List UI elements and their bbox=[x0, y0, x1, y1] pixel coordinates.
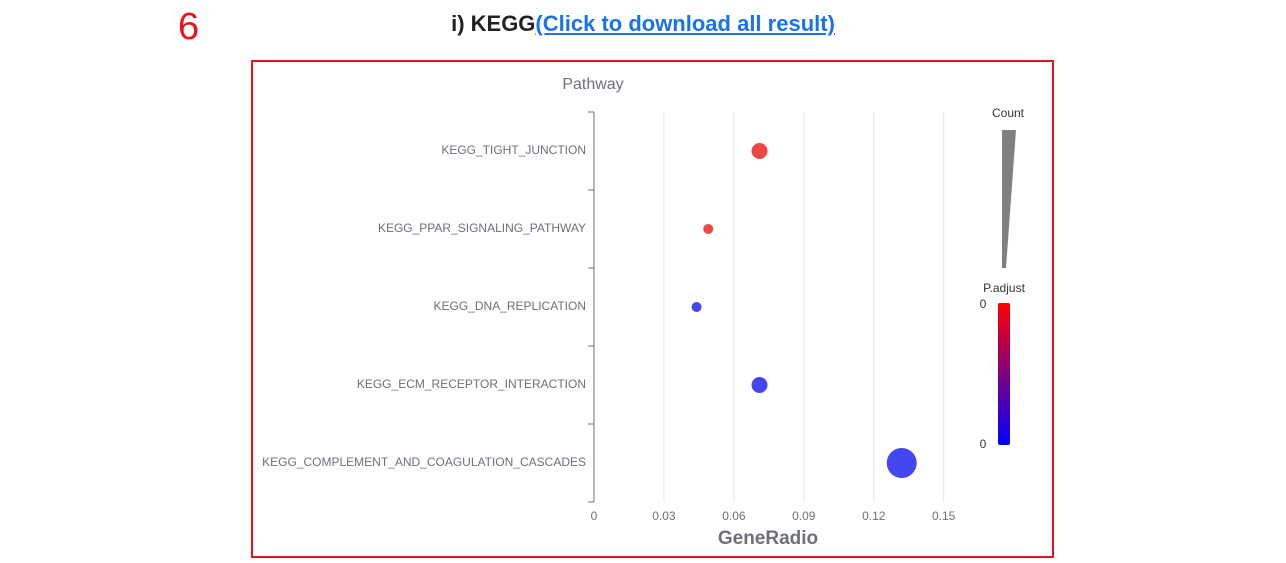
x-tick-label: 0.03 bbox=[652, 509, 676, 523]
bubble bbox=[691, 302, 702, 312]
x-tick-label: 0.09 bbox=[792, 509, 816, 523]
size-legend-wedge bbox=[1002, 130, 1016, 268]
bubble bbox=[751, 377, 768, 393]
x-tick-label: 0.06 bbox=[722, 509, 746, 523]
color-legend-bar bbox=[998, 303, 1010, 445]
color-legend-label: 0 bbox=[980, 297, 987, 311]
size-legend-title: Count bbox=[992, 106, 1025, 120]
x-axis-title: GeneRadio bbox=[718, 528, 818, 549]
bubble bbox=[751, 143, 768, 159]
section-heading: i) KEGG(Click to download all result) bbox=[0, 11, 1286, 37]
y-tick-label: KEGG_DNA_REPLICATION bbox=[434, 299, 586, 313]
x-tick-label: 0 bbox=[591, 509, 598, 523]
y-tick-label: KEGG_COMPLEMENT_AND_COAGULATION_CASCADES bbox=[262, 455, 586, 469]
download-link[interactable]: (Click to download all result) bbox=[535, 11, 835, 36]
x-tick-label: 0.15 bbox=[932, 509, 956, 523]
color-legend-label: 0 bbox=[980, 437, 987, 451]
color-legend-title: P.adjust bbox=[983, 281, 1025, 295]
y-axis-title: Pathway bbox=[562, 76, 623, 93]
chart-frame bbox=[251, 60, 1054, 558]
bubble bbox=[703, 224, 714, 234]
y-tick-label: KEGG_PPAR_SIGNALING_PATHWAY bbox=[378, 221, 586, 235]
y-tick-label: KEGG_TIGHT_JUNCTION bbox=[441, 143, 586, 157]
heading-text: i) KEGG bbox=[451, 11, 536, 36]
step-number: 6 bbox=[178, 6, 200, 48]
y-tick-label: KEGG_ECM_RECEPTOR_INTERACTION bbox=[357, 377, 586, 391]
bubble bbox=[886, 448, 917, 478]
x-tick-label: 0.12 bbox=[862, 509, 886, 523]
